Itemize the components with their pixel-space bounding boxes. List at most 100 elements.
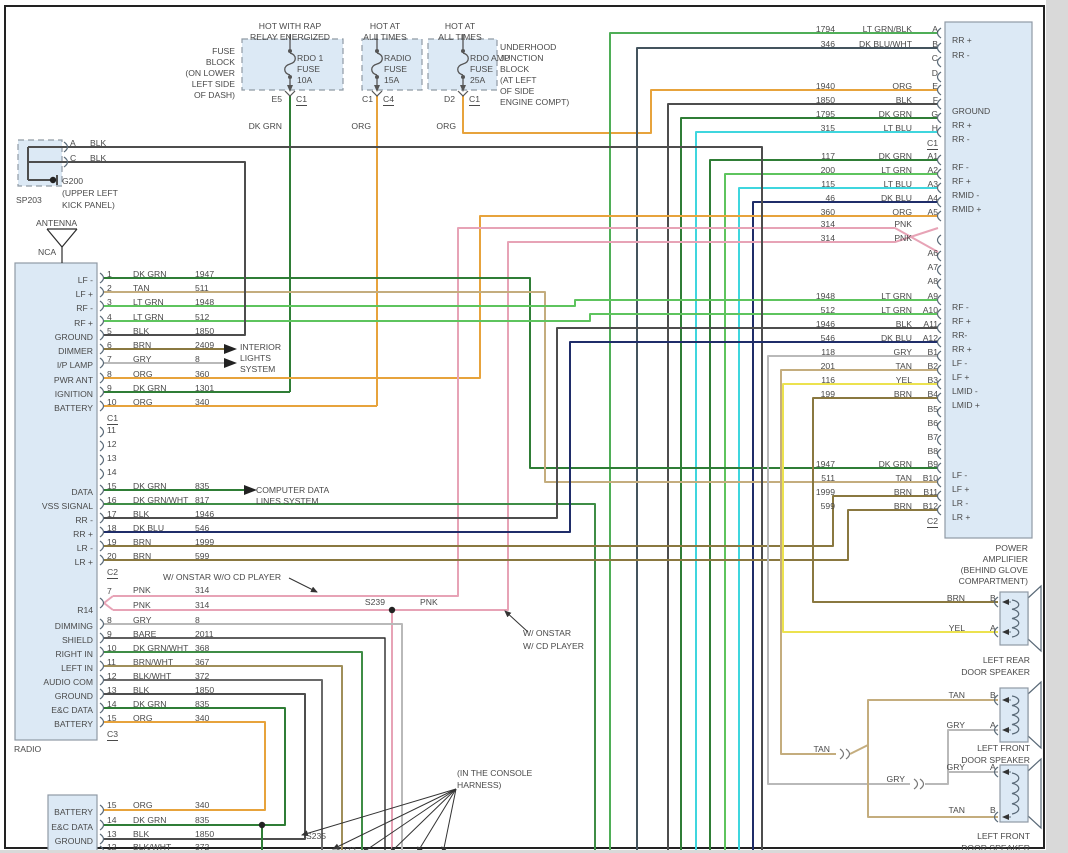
label-radio-p8-cir: 360 xyxy=(195,369,210,379)
label-radio-p17-lbl: RR - xyxy=(75,515,93,525)
label-radio-dimming-col: GRY xyxy=(133,615,152,625)
label-amp-b3-num: 116 xyxy=(821,375,835,385)
label-radio-audiocom-lbl: AUDIO COM xyxy=(43,677,93,687)
label-radio-p1-cir: 1947 xyxy=(195,269,215,279)
label-antenna-lbl: ANTENNA xyxy=(36,218,78,228)
label-amp-a12-col: DK BLU xyxy=(880,333,912,343)
label-fuse2-c4: C4 xyxy=(383,94,394,106)
label-radio-dimming-cir: 8 xyxy=(195,615,200,625)
label-amp-c-pin: C xyxy=(931,53,938,63)
label-fuse1-e5: E5 xyxy=(271,94,282,104)
label-radio-ecdata-col: DK GRN xyxy=(133,699,167,709)
radio-connector-pins-arc-5 xyxy=(99,343,105,355)
label-lc-ground-col: BLK xyxy=(133,829,150,839)
label-radio-battery2-col: ORG xyxy=(133,713,153,723)
label-onstar-wo-cd: W/ ONSTAR W/O CD PLAYER xyxy=(163,572,282,582)
amp-h-ltblu-315 xyxy=(695,131,938,853)
label-radio-p1-lbl: LF - xyxy=(77,275,93,285)
label-radio-ecdata-num: 14 xyxy=(107,699,117,709)
radio-pin5-ground-blk-1850 xyxy=(28,161,246,336)
label-radio-audiocom-num: 12 xyxy=(107,671,117,681)
label-amp-name-a2: RF + xyxy=(952,176,971,186)
label-radio-p1-col: DK GRN xyxy=(133,269,167,279)
label-ujb-5: OF SIDE xyxy=(500,86,535,96)
left-front-door-speaker-2-cone xyxy=(1027,757,1042,830)
s239-dot xyxy=(388,606,396,614)
label-amp-name-b9: LF - xyxy=(952,470,968,480)
label-ujb-6: ENGINE COMPT) xyxy=(500,97,570,107)
radio-rightin-dkgrnwht-368 xyxy=(104,651,363,853)
label-sp203-a-col: BLK xyxy=(90,138,107,148)
amp-f-ground-blk-1850 xyxy=(667,103,938,853)
label-amp-a5-pin: A5 xyxy=(927,207,938,217)
label-radio-p4-lbl: RF + xyxy=(74,318,93,328)
label-amp-name-a1: RF - xyxy=(952,162,969,172)
label-amp-name-b1: LF - xyxy=(952,358,968,368)
label-radio-p5-col: BLK xyxy=(133,326,150,336)
label-amp-b11-pin: B11 xyxy=(923,487,938,497)
label-spk-f1-cap-2: DOOR SPEAKER xyxy=(961,755,1030,765)
label-fuse3-wirecolor: ORG xyxy=(436,121,456,131)
label-amp-b2-col: TAN xyxy=(895,361,912,371)
amp-connector-pins-arc-20 xyxy=(936,336,942,348)
label-radio-p3-lbl: RF - xyxy=(76,303,93,313)
amp-connector-pins-arc-8 xyxy=(936,154,942,166)
label-amp-a2-num: 200 xyxy=(820,165,835,175)
console-harness-arrow-s235 xyxy=(301,788,457,837)
label-ujb-2: JUNCTION xyxy=(500,53,544,63)
label-amp-name-a: RR + xyxy=(952,35,972,45)
radio-leftin-brnwht-367 xyxy=(104,665,343,853)
label-radio-p15-num: 15 xyxy=(107,481,117,491)
label-radio-p2-num: 2 xyxy=(107,283,112,293)
left-front-door-speaker-1-cone xyxy=(1027,680,1042,750)
left-front-door-speaker-1-pin-arc-1 xyxy=(993,724,999,736)
label-radio-audiocom-cir: 372 xyxy=(195,671,210,681)
amp-connector-pins-arc-3 xyxy=(936,71,942,83)
label-radio-p15-col: DK GRN xyxy=(133,481,167,491)
label-radio-rightin-col: DK GRN/WHT xyxy=(133,643,189,653)
label-radio-p16-num: 16 xyxy=(107,495,117,505)
amp-connector-pins-arc-25 xyxy=(936,406,942,418)
label-spk-f1-cap-1: LEFT FRONT xyxy=(977,743,1030,753)
tan-inline-connector-arc-1 xyxy=(845,748,851,760)
label-radio-r7-num: 7 xyxy=(107,586,112,596)
left-rear-door-speaker-pin-arc-1 xyxy=(993,626,999,638)
label-fuse2-name-3: 15A xyxy=(384,75,400,85)
label-sp203-c-col: BLK xyxy=(90,153,107,163)
label-spk-f2-b: B xyxy=(990,805,996,815)
label-hdr-hot1-2: ALL TIMES xyxy=(363,32,407,42)
label-amp-a-col: LT GRN/BLK xyxy=(862,24,912,34)
label-amp-b4-col: BRN xyxy=(893,389,912,399)
label-amp-a5-col: ORG xyxy=(892,207,912,217)
label-radio-ecdata-lbl: E&C DATA xyxy=(51,705,93,715)
pnk-merge-a xyxy=(103,595,114,604)
label-radio-p16-lbl: VSS SIGNAL xyxy=(41,501,93,511)
label-amp-a1-num: 117 xyxy=(821,151,835,161)
radio-connector-pins-arc-4 xyxy=(99,329,105,341)
label-radio-p3-cir: 1948 xyxy=(195,297,215,307)
label-radio-p2-lbl: LF + xyxy=(75,289,93,299)
label-int-lights-1: INTERIOR xyxy=(240,342,282,352)
radio-connector-pins-arc-0 xyxy=(99,272,105,284)
label-radio-p20-num: 20 xyxy=(107,551,117,561)
onstar-wo-cd-pointer xyxy=(288,577,318,593)
radio-connector-pins-arc-13 xyxy=(99,468,105,480)
label-amp-c1: C1 xyxy=(927,138,938,150)
label-radio-p19-cir: 1999 xyxy=(195,537,215,547)
amp-connector-pins-arc-22 xyxy=(936,364,942,376)
tan-inline-connector-arc-0 xyxy=(839,748,845,760)
radio-lower-connector-pins-arc-1 xyxy=(99,819,105,831)
label-gry-conn-lbl: GRY xyxy=(886,774,905,784)
amp-connector-pins-arc-14 xyxy=(936,250,942,262)
sp203-pins-arc-1 xyxy=(63,156,69,168)
gry-inline-connector-arc-1 xyxy=(919,778,925,790)
label-console-2: HARNESS) xyxy=(457,780,502,790)
label-lc-battery-lbl: BATTERY xyxy=(54,807,93,817)
label-lc-12-num: 12 xyxy=(107,842,117,852)
label-amp-b10-num: 511 xyxy=(821,473,835,483)
label-radio-r14-lbl: R14 xyxy=(77,605,93,615)
radio-connector-pins-arc-7 xyxy=(99,372,105,384)
radio-pin2-to-b10-tan-511 xyxy=(104,291,938,483)
